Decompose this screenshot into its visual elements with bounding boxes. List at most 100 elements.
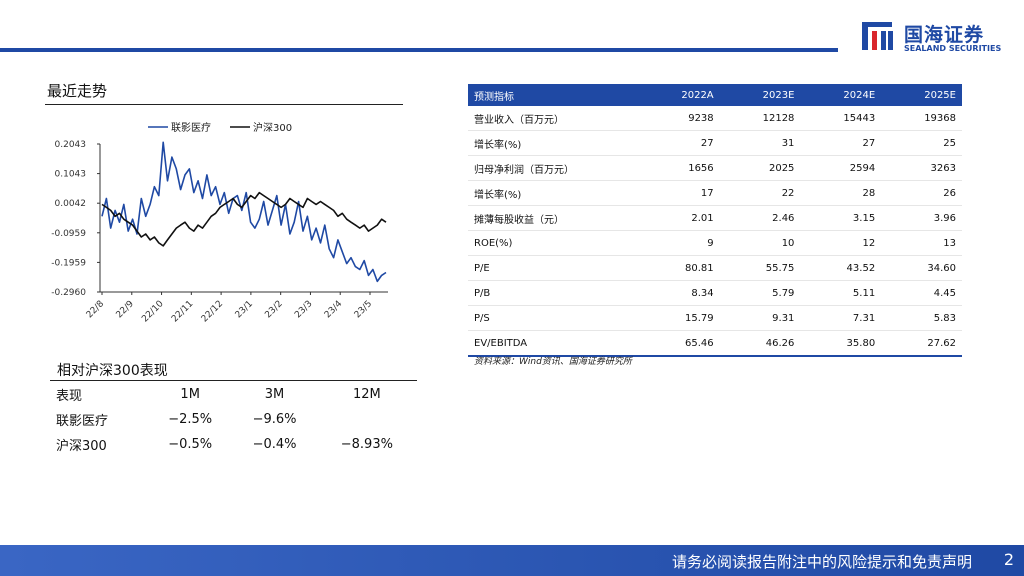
- forecast-cell: 10: [719, 230, 801, 256]
- relative-cell: −2.5%: [168, 412, 213, 427]
- relative-header-row: 表现 1M 3M 12M: [50, 382, 417, 407]
- footer-bar: 请务必阅读报告附注中的风险提示和免责声明 2: [0, 545, 1024, 576]
- forecast-cell: 8.34: [638, 280, 720, 306]
- relative-header: 3M: [264, 387, 285, 402]
- forecast-row: P/S 15.79 9.31 7.31 5.83: [468, 305, 962, 331]
- forecast-cell: 9238: [638, 106, 720, 131]
- relative-row: 沪深300 −0.5% −0.4% −8.93%: [50, 432, 417, 457]
- relative-rule: [50, 380, 417, 381]
- forecast-row: ROE(%) 9 10 12 13: [468, 230, 962, 256]
- forecast-cell: 35.80: [800, 330, 882, 357]
- forecast-row: EV/EBITDA 65.46 46.26 35.80 27.62: [468, 330, 962, 357]
- forecast-cell: 22: [719, 180, 801, 206]
- forecast-header-row: 预测指标 2022A 2023E 2024E 2025E: [468, 84, 962, 106]
- relative-cell: −8.93%: [340, 437, 393, 452]
- y-tick-label: -0.2960: [51, 288, 86, 298]
- forecast-cell: 2.01: [638, 205, 720, 231]
- forecast-cell: 15443: [800, 106, 882, 131]
- forecast-cell: 13: [881, 230, 962, 256]
- forecast-cell: 25: [881, 130, 962, 156]
- relative-cell: 联影医疗: [56, 414, 109, 429]
- forecast-cell: 80.81: [638, 255, 720, 281]
- forecast-header: 2022A: [638, 84, 720, 106]
- forecast-cell: P/E: [468, 255, 638, 281]
- relative-table: 表现 1M 3M 12M 联影医疗 −2.5% −9.6% 沪深300 −0.5…: [50, 382, 417, 457]
- legend-label: 沪深300: [253, 121, 292, 134]
- forecast-cell: 28: [800, 180, 882, 206]
- forecast-cell: 65.46: [638, 330, 720, 357]
- forecast-cell: ROE(%): [468, 230, 638, 256]
- y-tick-label: 0.1043: [55, 170, 87, 180]
- trend-title: 最近走势: [47, 82, 108, 100]
- forecast-cell: 34.60: [881, 255, 962, 281]
- series-line-0: [101, 141, 387, 283]
- forecast-cell: 19368: [881, 106, 962, 131]
- y-tick-label: -0.0959: [51, 229, 86, 239]
- forecast-header: 2024E: [800, 84, 882, 106]
- forecast-row: 增长率(%) 27 31 27 25: [468, 130, 962, 156]
- forecast-cell: 2.46: [719, 205, 801, 231]
- forecast-row: 归母净利润（百万元） 1656 2025 2594 3263: [468, 155, 962, 181]
- forecast-header: 2025E: [881, 84, 962, 106]
- x-tick-label: 22/9: [115, 299, 137, 321]
- x-tick-label: 22/10: [140, 299, 166, 325]
- x-tick-label: 23/3: [293, 299, 314, 320]
- x-tick-label: 23/2: [263, 299, 284, 320]
- brand-name-en: SEALAND SECURITIES: [904, 44, 1002, 53]
- forecast-cell: 3263: [881, 155, 962, 181]
- y-tick-label: -0.1959: [51, 258, 86, 268]
- relative-cell: [317, 407, 417, 432]
- forecast-cell: 27: [638, 130, 720, 156]
- forecast-cell: 55.75: [719, 255, 801, 281]
- forecast-cell: EV/EBITDA: [468, 330, 638, 357]
- x-tick-label: 23/4: [323, 299, 345, 321]
- forecast-cell: 2594: [800, 155, 882, 181]
- relative-cell: −0.4%: [252, 437, 297, 452]
- forecast-cell: 增长率(%): [468, 130, 638, 156]
- forecast-cell: 17: [638, 180, 720, 206]
- trend-chart: 0.20430.10430.0042-0.0959-0.1959-0.29602…: [51, 121, 388, 325]
- forecast-cell: 12128: [719, 106, 801, 131]
- forecast-cell: 营业收入（百万元）: [468, 106, 638, 131]
- forecast-cell: 31: [719, 130, 801, 156]
- forecast-cell: 27.62: [881, 330, 962, 357]
- forecast-cell: 9.31: [719, 305, 801, 331]
- y-tick-label: 0.2043: [55, 140, 87, 150]
- x-tick-label: 23/1: [234, 299, 255, 320]
- forecast-body: 营业收入（百万元） 9238 12128 15443 19368 增长率(%) 27 31 27…: [468, 106, 962, 357]
- forecast-cell: 3.15: [800, 205, 882, 231]
- forecast-cell: 1656: [638, 155, 720, 181]
- forecast-cell: 5.11: [800, 280, 882, 306]
- brand-logo: 国海证券 SEALAND SECURITIES: [860, 18, 1010, 56]
- forecast-header: 预测指标: [468, 84, 638, 106]
- brand-name-cn: 国海证券: [904, 24, 985, 46]
- forecast-cell: 7.31: [800, 305, 882, 331]
- forecast-cell: 5.79: [719, 280, 801, 306]
- forecast-cell: 9: [638, 230, 720, 256]
- forecast-cell: 4.45: [881, 280, 962, 306]
- forecast-cell: 26: [881, 180, 962, 206]
- relative-header: 1M: [180, 387, 200, 402]
- forecast-cell: 摊薄每股收益（元）: [468, 205, 638, 231]
- x-tick-label: 22/12: [200, 299, 225, 324]
- relative-cell: −9.6%: [252, 412, 297, 427]
- legend-label: 联影医疗: [171, 121, 211, 134]
- forecast-table: 预测指标 2022A 2023E 2024E 2025E 营业收入（百万元） 92…: [468, 84, 962, 357]
- source-note: 资料来源：Wind资讯、国海证券研究所: [474, 357, 632, 367]
- relative-header: 表现: [56, 389, 83, 404]
- x-tick-label: 22/8: [85, 299, 107, 321]
- forecast-cell: 43.52: [800, 255, 882, 281]
- forecast-cell: 27: [800, 130, 882, 156]
- forecast-cell: 15.79: [638, 305, 720, 331]
- sealand-logo-icon: [862, 22, 893, 50]
- forecast-cell: 增长率(%): [468, 180, 638, 206]
- relative-row: 联影医疗 −2.5% −9.6%: [50, 407, 417, 432]
- relative-header: 12M: [352, 387, 381, 402]
- forecast-row: 摊薄每股收益（元） 2.01 2.46 3.15 3.96: [468, 205, 962, 231]
- forecast-row: P/E 80.81 55.75 43.52 34.60: [468, 255, 962, 281]
- forecast-header: 2023E: [719, 84, 801, 106]
- forecast-cell: 46.26: [719, 330, 801, 357]
- forecast-row: P/B 8.34 5.79 5.11 4.45: [468, 280, 962, 306]
- forecast-cell: 3.96: [881, 205, 962, 231]
- forecast-row: 增长率(%) 17 22 28 26: [468, 180, 962, 206]
